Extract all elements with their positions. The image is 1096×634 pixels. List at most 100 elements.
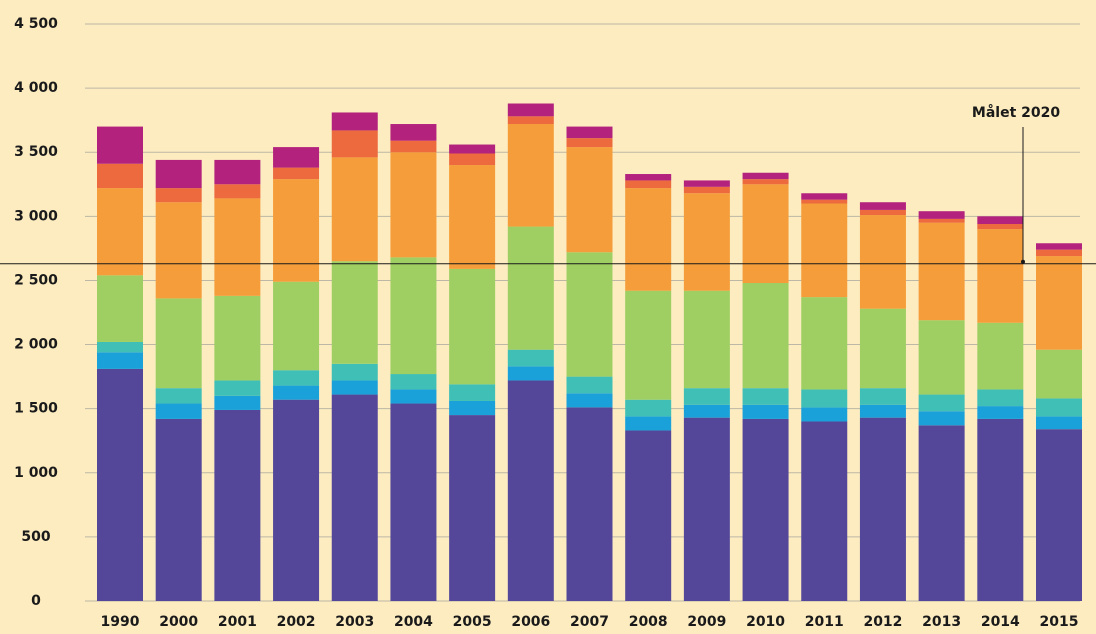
bar-segment	[859, 417, 906, 601]
bar-segment	[1036, 256, 1082, 350]
bar-segment	[742, 283, 789, 389]
bar-segment	[566, 393, 613, 408]
bar-segment	[214, 409, 261, 601]
bar-segment	[155, 403, 202, 419]
bar-segment	[273, 179, 320, 282]
bar-segment	[390, 124, 437, 141]
bar-segment	[801, 421, 848, 601]
x-tick-label: 2012	[863, 614, 902, 630]
bar-segment	[1036, 429, 1082, 601]
bar-segment	[97, 352, 143, 369]
y-tick-label: 0	[31, 593, 41, 609]
bar-segment	[977, 229, 1024, 323]
bar-segment	[625, 180, 672, 189]
annotation: Målet 2020	[972, 104, 1060, 121]
bar-segment	[449, 268, 496, 385]
bar-segment	[742, 179, 789, 185]
bar-segment	[801, 407, 848, 422]
bar-segment	[273, 399, 320, 601]
bar-segment	[331, 380, 378, 395]
bar-segment	[566, 147, 613, 253]
bar-segment	[214, 184, 261, 199]
bar-segment	[977, 418, 1024, 601]
x-tick-label: 2011	[805, 614, 844, 630]
bar-segment	[859, 404, 906, 418]
bar-segment	[742, 404, 789, 419]
bar-segment	[1036, 349, 1082, 399]
x-tick-label: 2013	[922, 614, 961, 630]
bar-segment	[918, 218, 965, 223]
bar-segment	[742, 418, 789, 601]
bar-segment	[507, 116, 554, 125]
bar-segment	[214, 159, 261, 185]
bar-segment	[97, 163, 143, 189]
bar-segment	[331, 363, 378, 381]
bar-segment	[507, 124, 554, 227]
y-tick-label: 3 500	[14, 144, 58, 160]
bar-segment	[977, 322, 1024, 390]
bar-segment	[449, 415, 496, 601]
bar-segment	[742, 388, 789, 405]
bar-segment	[859, 308, 906, 389]
bar-segment	[331, 394, 378, 601]
bar-segment	[507, 380, 554, 601]
y-tick-label: 2 000	[14, 337, 58, 353]
bar-segment	[97, 275, 143, 342]
bar-segment	[97, 188, 143, 276]
bar-segment	[449, 400, 496, 416]
y-tick-label: 4 000	[14, 80, 58, 96]
bar-segment	[390, 389, 437, 404]
bar-segment	[625, 188, 672, 291]
bar-segment	[625, 430, 672, 601]
x-tick-label: 2002	[277, 614, 316, 630]
bar-segment	[566, 376, 613, 394]
bar-segment	[155, 418, 202, 601]
bar-segment	[507, 349, 554, 367]
bar-segment	[918, 211, 965, 219]
bar-segment	[507, 226, 554, 350]
bar-segment	[331, 112, 378, 131]
bar-segment	[214, 295, 261, 381]
bar-segment	[155, 188, 202, 203]
x-tick-label: 2004	[394, 614, 433, 630]
bar-segment	[449, 144, 496, 154]
bar-segment	[742, 184, 789, 284]
bar-segment	[977, 406, 1024, 419]
bar-segment	[801, 297, 848, 390]
bar-segment	[801, 203, 848, 298]
x-tick-label: 2009	[687, 614, 726, 630]
bar-segment	[214, 395, 261, 410]
bar-segment	[683, 388, 730, 405]
x-tick-label: 2007	[570, 614, 609, 630]
bar-segment	[742, 172, 789, 180]
bar-segment	[273, 167, 320, 180]
bar-segment	[449, 384, 496, 401]
bar-segment	[1036, 249, 1082, 257]
bar-segment	[97, 368, 143, 601]
annotation-arrow-head	[1021, 259, 1025, 264]
bar-segment	[683, 193, 730, 291]
bar-segment	[390, 257, 437, 375]
bar-segment	[214, 380, 261, 396]
bar-segment	[683, 186, 730, 194]
bar-segment	[977, 216, 1024, 225]
bar-segment	[1036, 398, 1082, 417]
bar-segment	[625, 174, 672, 181]
bar-segment	[918, 320, 965, 395]
bar-segment	[214, 198, 261, 296]
bar-segment	[273, 281, 320, 371]
bar-segment	[977, 389, 1024, 407]
x-tick-label: 2010	[746, 614, 785, 630]
bar-segment	[390, 152, 437, 258]
bar-segment	[273, 147, 320, 168]
bar-segment	[155, 388, 202, 404]
bar-segment	[625, 399, 672, 417]
bar-segment	[683, 290, 730, 389]
y-tick-label: 2 500	[14, 272, 58, 288]
bar-segment	[449, 153, 496, 166]
bar-segment	[566, 252, 613, 377]
bar-segment	[625, 290, 672, 400]
bar-segment	[566, 126, 613, 139]
bar-segment	[1036, 243, 1082, 250]
